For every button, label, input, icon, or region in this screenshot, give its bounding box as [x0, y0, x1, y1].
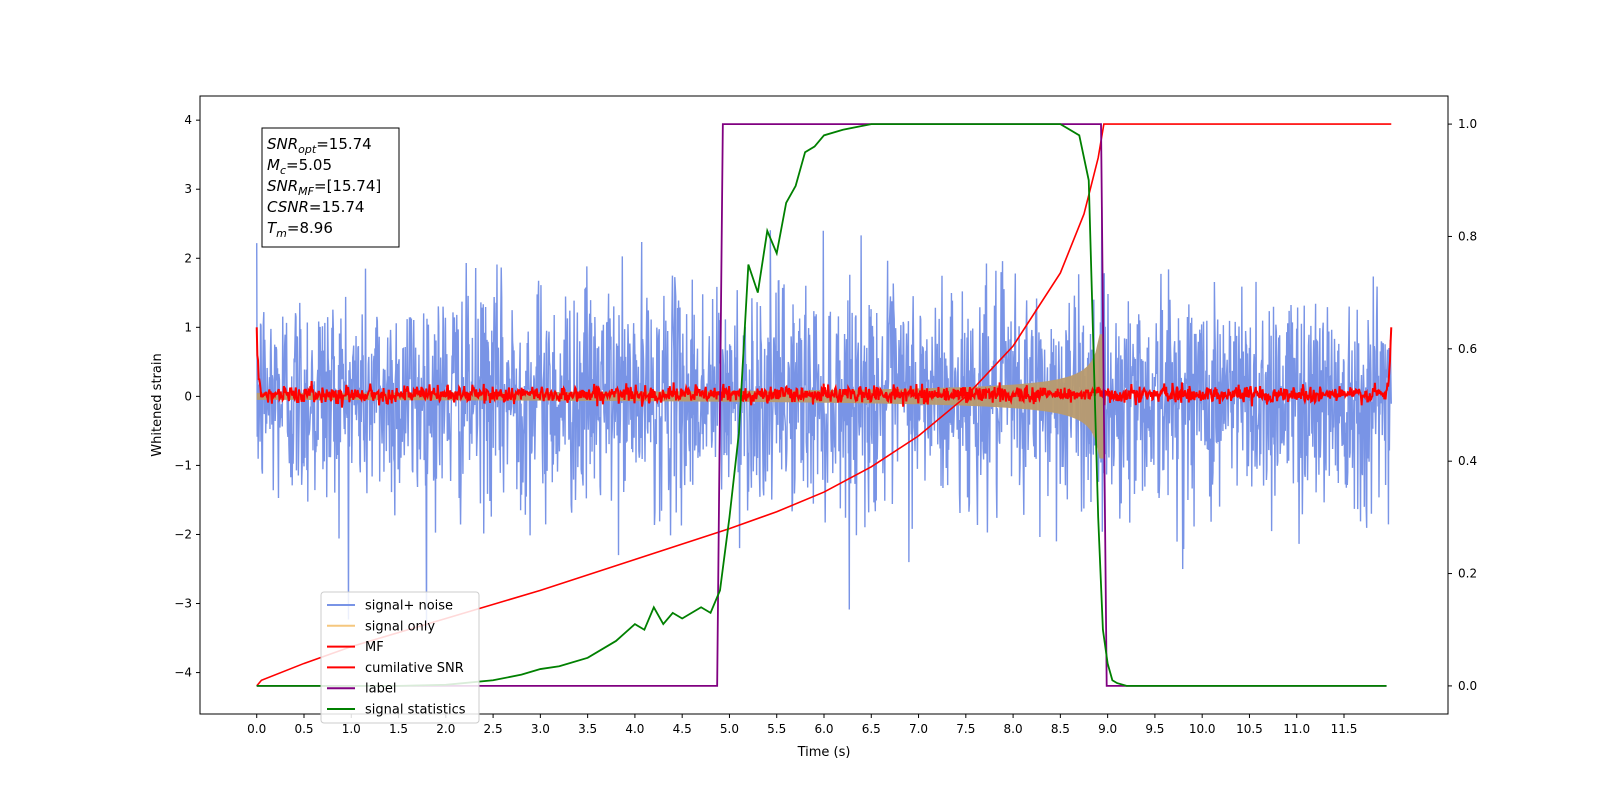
annotation-line: Mc=5.05	[267, 156, 332, 177]
y-axis-label: Whitened strain	[150, 353, 165, 456]
y-tick-label: 0	[184, 389, 192, 403]
legend-frame	[320, 591, 480, 724]
y-tick-label: 3	[184, 182, 192, 196]
series-signal-statistics-line	[256, 123, 1387, 687]
y2-tick-label: 0.6	[1458, 342, 1477, 356]
y-tick-label: −2	[174, 527, 192, 541]
x-axis: 0.0 0.5 1.0 1.5 2.0 2.5 3.0 3.5 4.0 4.5 5.0 5.5 6.0 6…	[247, 714, 1357, 736]
legend: signal+ noise signal only MF cumilative SNR…	[320, 591, 480, 724]
x-tick-label: 3.0	[531, 722, 550, 736]
x-tick-label: 7.0	[909, 722, 928, 736]
x-tick-label: 1.0	[342, 722, 361, 736]
legend-entry-label: MF	[365, 640, 384, 655]
x-tick-label: 5.0	[720, 722, 739, 736]
legend-entry-label: signal statistics	[365, 703, 466, 718]
x-tick-label: 10.0	[1189, 722, 1216, 736]
y-tick-label: 1	[184, 320, 192, 334]
legend-entry-label: signal+ noise	[365, 599, 453, 614]
x-axis-label: Time (s)	[797, 745, 851, 760]
x-tick-label: 2.0	[436, 722, 455, 736]
legend-entry-label: signal only	[365, 619, 435, 634]
y2-tick-label: 0.0	[1458, 679, 1477, 693]
annotation-line: SNRopt=15.74	[267, 135, 372, 156]
x-tick-label: 4.0	[625, 722, 644, 736]
x-tick-label: 5.5	[767, 722, 786, 736]
x-tick-label: 1.5	[389, 722, 408, 736]
annotation-line: Tm=8.96	[267, 219, 333, 240]
series-mf-line	[255, 327, 1393, 408]
x-tick-label: 6.0	[814, 722, 833, 736]
x-tick-label: 8.5	[1051, 722, 1070, 736]
x-tick-label: 6.5	[862, 722, 881, 736]
x-tick-label: 3.5	[578, 722, 597, 736]
y-tick-label: 4	[184, 113, 192, 127]
x-tick-label: 0.5	[294, 722, 313, 736]
series-signal-noise-line	[256, 206, 1392, 629]
y2-tick-label: 0.8	[1458, 229, 1477, 243]
y-tick-label: −1	[174, 458, 192, 472]
x-tick-label: 8.0	[1004, 722, 1023, 736]
y-tick-label: −3	[174, 597, 192, 611]
y-tick-label: −4	[174, 666, 192, 680]
x-tick-label: 7.5	[956, 722, 975, 736]
y-tick-label: 2	[184, 251, 192, 265]
y-axis-right: 0.0 0.2 0.4 0.6 0.8 1.0	[1448, 117, 1477, 693]
parameter-annotation-box: SNRopt=15.74Mc=5.05SNRMF=[15.74]CSNR=15.…	[261, 127, 400, 248]
y-axis-left: −4 −3 −2 −1 0 1 2 3 4	[174, 113, 200, 680]
annotation-box-frame	[261, 127, 400, 248]
legend-entry-label: cumilative SNR	[365, 661, 464, 676]
x-tick-label: 10.5	[1236, 722, 1263, 736]
y2-tick-label: 0.2	[1458, 567, 1477, 581]
x-tick-label: 9.5	[1145, 722, 1164, 736]
y2-tick-label: 0.4	[1458, 454, 1477, 468]
y2-tick-label: 1.0	[1458, 117, 1477, 131]
annotation-line: CSNR=15.74	[267, 198, 364, 216]
x-tick-label: 9.0	[1098, 722, 1117, 736]
x-tick-label: 2.5	[484, 722, 503, 736]
x-tick-label: 4.5	[673, 722, 692, 736]
annotation-line: SNRMF=[15.74]	[267, 177, 381, 198]
x-tick-label: 11.0	[1283, 722, 1310, 736]
legend-entry-label: label	[365, 682, 396, 697]
x-tick-label: 11.5	[1331, 722, 1358, 736]
x-tick-label: 0.0	[247, 722, 266, 736]
